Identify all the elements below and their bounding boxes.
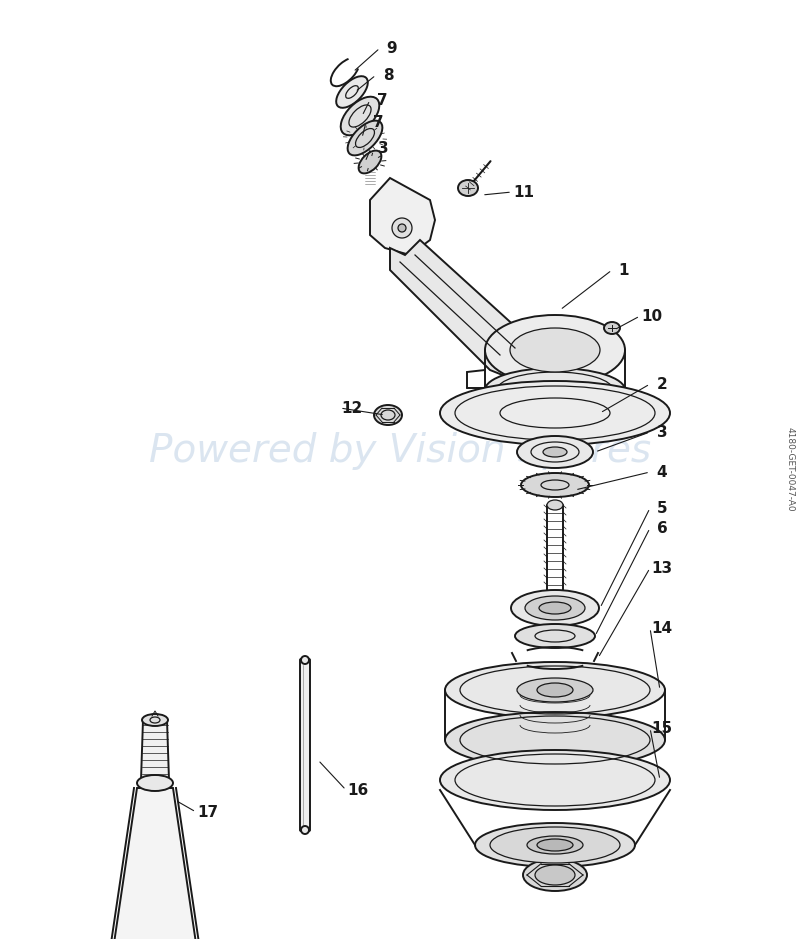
Text: 12: 12 — [342, 401, 362, 415]
Ellipse shape — [485, 315, 625, 385]
Ellipse shape — [515, 624, 595, 648]
Ellipse shape — [604, 322, 620, 334]
Ellipse shape — [543, 447, 567, 457]
Ellipse shape — [475, 823, 635, 867]
Text: 6: 6 — [657, 520, 667, 535]
Polygon shape — [370, 178, 435, 255]
Text: 1: 1 — [618, 263, 630, 278]
Text: 17: 17 — [198, 805, 218, 820]
Text: Powered by Vision Spares: Powered by Vision Spares — [149, 432, 651, 470]
Text: 4: 4 — [657, 465, 667, 480]
Text: 2: 2 — [657, 377, 667, 392]
Text: 9: 9 — [386, 40, 398, 55]
Text: 14: 14 — [651, 621, 673, 636]
Ellipse shape — [440, 381, 670, 445]
Ellipse shape — [535, 865, 575, 885]
Ellipse shape — [523, 859, 587, 891]
Text: 15: 15 — [651, 720, 673, 735]
Ellipse shape — [490, 827, 620, 863]
Ellipse shape — [348, 120, 382, 155]
Ellipse shape — [358, 150, 382, 174]
Ellipse shape — [392, 218, 412, 238]
Ellipse shape — [547, 500, 563, 510]
Polygon shape — [141, 720, 169, 780]
Ellipse shape — [137, 775, 173, 791]
Ellipse shape — [517, 678, 593, 702]
Ellipse shape — [537, 839, 573, 851]
Polygon shape — [113, 788, 197, 939]
Ellipse shape — [511, 590, 599, 626]
Text: 13: 13 — [651, 561, 673, 576]
Ellipse shape — [301, 656, 309, 664]
Ellipse shape — [336, 76, 368, 108]
Ellipse shape — [525, 596, 585, 620]
Ellipse shape — [301, 826, 309, 834]
Ellipse shape — [445, 662, 665, 718]
Text: 10: 10 — [642, 309, 662, 324]
Ellipse shape — [440, 750, 670, 810]
Ellipse shape — [458, 180, 478, 196]
Ellipse shape — [485, 368, 625, 412]
Text: 3: 3 — [378, 141, 388, 156]
Ellipse shape — [521, 473, 589, 497]
Ellipse shape — [142, 714, 168, 726]
Text: 5: 5 — [657, 500, 667, 516]
Ellipse shape — [517, 436, 593, 468]
Ellipse shape — [527, 836, 583, 854]
Ellipse shape — [537, 683, 573, 697]
Ellipse shape — [374, 405, 402, 425]
Text: 3: 3 — [657, 424, 667, 439]
Text: 16: 16 — [347, 782, 369, 797]
Text: 8: 8 — [382, 68, 394, 83]
FancyBboxPatch shape — [300, 659, 310, 831]
Text: 7: 7 — [377, 93, 387, 107]
Polygon shape — [390, 240, 530, 378]
Text: 7: 7 — [373, 115, 383, 130]
Ellipse shape — [445, 712, 665, 768]
Ellipse shape — [398, 224, 406, 232]
Ellipse shape — [539, 602, 571, 614]
Text: 4180-GET-0047-A0: 4180-GET-0047-A0 — [786, 427, 794, 512]
Text: 11: 11 — [514, 184, 534, 199]
Ellipse shape — [341, 97, 379, 135]
Ellipse shape — [510, 328, 600, 372]
